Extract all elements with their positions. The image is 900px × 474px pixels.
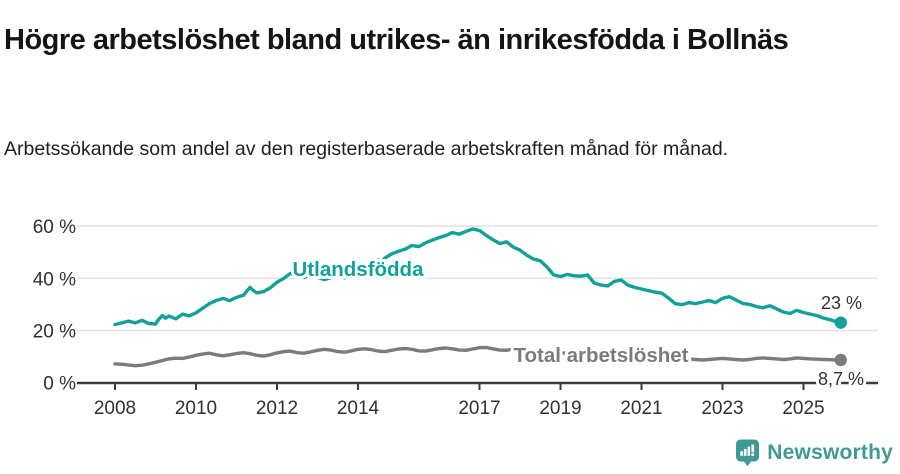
end-value-label-total: 8,7 % [818,369,864,389]
chart-subtitle: Arbetssökande som andel av den registerb… [4,137,729,160]
x-tick-label-2023: 2023 [701,398,743,419]
end-dot-total [834,353,847,367]
series-line-utlandsfodda [113,227,843,327]
x-tick-label-2017: 2017 [458,398,500,419]
y-tick-label-60: 60 % [33,217,76,238]
end-dot-utlandsfodda [834,316,847,329]
end-value-label-utlandsfodda: 23 % [821,293,862,313]
line-chart: Utlandsfödda Total arbetslöshet 23 % 8,7 % 0… [33,217,878,419]
x-tick-label-2008: 2008 [94,398,136,419]
branding-footer: Newsworthy [735,438,893,468]
x-tick-label-2021: 2021 [620,398,662,419]
y-tick-label-0: 0 % [43,374,76,395]
series-label-total: Total arbetslöshet [513,344,688,367]
newsworthy-logo-icon [735,439,760,467]
series-label-utlandsfodda: Utlandsfödda [293,258,425,281]
x-tick-label-2014: 2014 [337,398,380,419]
x-tick-label-2019: 2019 [539,398,581,419]
x-tick-label-2010: 2010 [175,398,217,419]
branding-name: Newsworthy [767,441,893,464]
y-tick-label-40: 40 % [33,269,76,290]
series-line-total [113,345,843,368]
y-tick-label-20: 20 % [33,322,76,343]
x-tick-label-2012: 2012 [256,398,298,419]
x-tick-label-2025: 2025 [782,398,824,419]
chart-title: Högre arbetslöshet bland utrikes- än inr… [4,24,789,57]
